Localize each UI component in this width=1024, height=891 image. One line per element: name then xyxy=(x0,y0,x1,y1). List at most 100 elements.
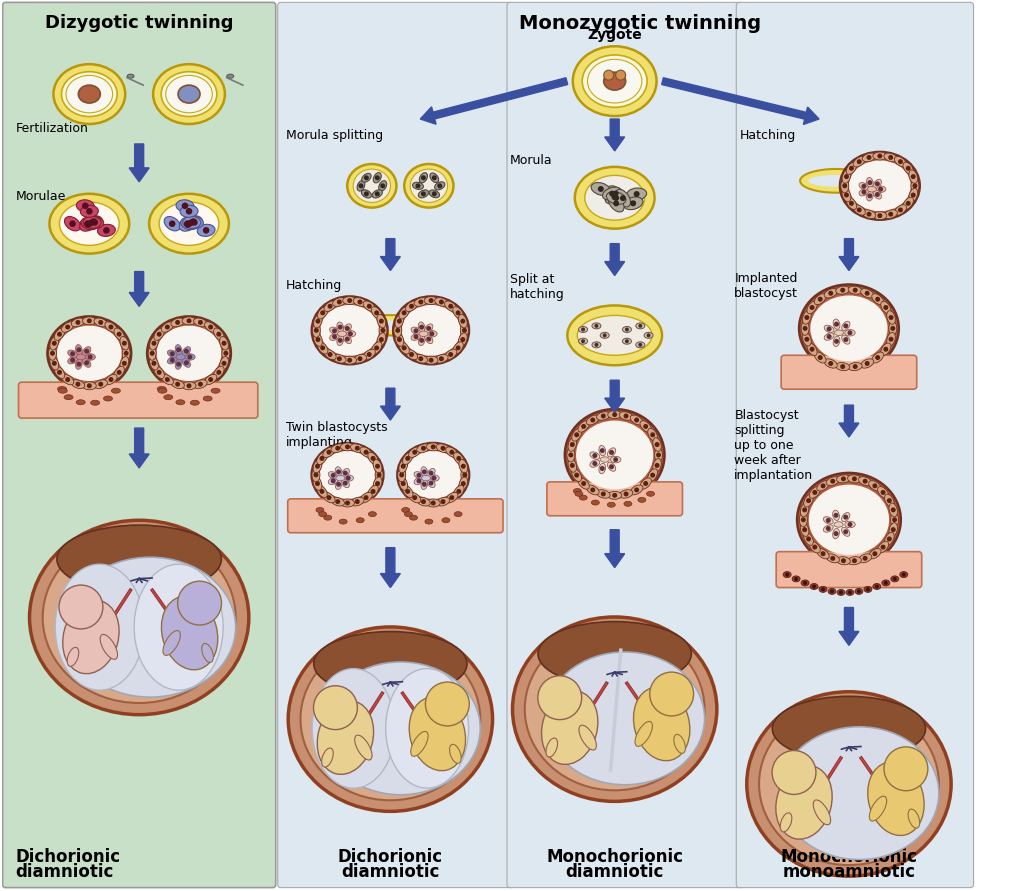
Circle shape xyxy=(898,159,903,164)
Circle shape xyxy=(170,357,175,363)
Ellipse shape xyxy=(335,467,342,477)
Circle shape xyxy=(315,337,321,342)
Circle shape xyxy=(321,310,326,315)
Circle shape xyxy=(87,220,93,227)
Ellipse shape xyxy=(454,486,464,497)
Ellipse shape xyxy=(430,173,438,183)
Ellipse shape xyxy=(414,355,428,364)
Circle shape xyxy=(600,448,605,454)
Ellipse shape xyxy=(855,588,863,594)
Ellipse shape xyxy=(759,703,939,865)
Ellipse shape xyxy=(65,395,73,400)
Ellipse shape xyxy=(104,322,117,332)
Ellipse shape xyxy=(866,177,873,188)
Ellipse shape xyxy=(147,316,230,390)
Ellipse shape xyxy=(311,443,383,507)
FancyArrow shape xyxy=(380,548,400,587)
Circle shape xyxy=(612,191,618,197)
Ellipse shape xyxy=(176,200,194,212)
Circle shape xyxy=(364,495,369,500)
Ellipse shape xyxy=(335,479,342,489)
Text: Hatching: Hatching xyxy=(286,279,342,292)
Ellipse shape xyxy=(871,294,884,305)
Ellipse shape xyxy=(602,187,622,200)
Ellipse shape xyxy=(567,306,663,365)
Circle shape xyxy=(812,490,817,495)
Ellipse shape xyxy=(444,349,457,360)
Circle shape xyxy=(538,675,582,720)
Ellipse shape xyxy=(377,315,386,328)
Ellipse shape xyxy=(372,342,382,354)
Ellipse shape xyxy=(835,330,844,336)
Circle shape xyxy=(186,318,191,323)
Ellipse shape xyxy=(341,478,349,487)
Circle shape xyxy=(461,319,465,323)
Circle shape xyxy=(419,324,424,330)
Ellipse shape xyxy=(331,444,344,453)
Ellipse shape xyxy=(568,459,577,472)
Ellipse shape xyxy=(881,301,891,314)
Ellipse shape xyxy=(845,330,855,336)
Ellipse shape xyxy=(859,188,869,196)
Ellipse shape xyxy=(322,748,333,767)
Circle shape xyxy=(400,481,406,486)
Ellipse shape xyxy=(179,218,197,231)
Ellipse shape xyxy=(154,64,225,124)
Ellipse shape xyxy=(588,60,642,103)
Circle shape xyxy=(601,413,606,419)
Circle shape xyxy=(87,383,92,388)
Ellipse shape xyxy=(858,477,871,486)
Ellipse shape xyxy=(361,190,372,198)
Circle shape xyxy=(812,584,816,588)
Circle shape xyxy=(336,482,341,486)
Circle shape xyxy=(419,299,423,305)
Ellipse shape xyxy=(599,463,605,474)
Circle shape xyxy=(879,187,883,192)
Ellipse shape xyxy=(409,493,421,503)
Circle shape xyxy=(208,324,213,330)
Ellipse shape xyxy=(836,286,850,294)
Circle shape xyxy=(820,483,825,488)
Circle shape xyxy=(439,299,443,305)
FancyBboxPatch shape xyxy=(547,482,682,516)
Circle shape xyxy=(82,202,89,209)
Ellipse shape xyxy=(347,164,396,208)
Circle shape xyxy=(337,356,342,361)
Ellipse shape xyxy=(50,337,58,350)
Circle shape xyxy=(176,347,181,352)
Circle shape xyxy=(152,361,157,366)
Circle shape xyxy=(912,184,918,188)
Circle shape xyxy=(184,220,190,227)
Circle shape xyxy=(654,463,659,468)
Ellipse shape xyxy=(889,322,897,335)
Ellipse shape xyxy=(862,153,876,162)
Circle shape xyxy=(416,184,421,188)
Circle shape xyxy=(625,339,629,343)
Ellipse shape xyxy=(884,209,897,218)
Ellipse shape xyxy=(842,512,850,522)
Ellipse shape xyxy=(652,459,662,472)
Ellipse shape xyxy=(343,297,356,305)
Circle shape xyxy=(634,487,639,493)
Circle shape xyxy=(604,70,613,80)
Ellipse shape xyxy=(311,297,387,364)
Circle shape xyxy=(335,499,340,504)
Ellipse shape xyxy=(824,359,838,368)
Circle shape xyxy=(357,356,362,361)
Text: Implanted
blastocyst: Implanted blastocyst xyxy=(734,272,798,299)
Ellipse shape xyxy=(338,331,346,337)
Ellipse shape xyxy=(538,622,691,686)
Ellipse shape xyxy=(154,328,165,340)
Ellipse shape xyxy=(406,349,418,360)
Ellipse shape xyxy=(579,326,588,332)
Circle shape xyxy=(328,352,333,357)
Circle shape xyxy=(612,413,617,417)
Ellipse shape xyxy=(336,476,345,481)
Ellipse shape xyxy=(799,284,899,372)
Ellipse shape xyxy=(374,173,381,183)
Ellipse shape xyxy=(364,301,376,312)
Ellipse shape xyxy=(198,225,215,236)
Ellipse shape xyxy=(184,354,196,360)
Ellipse shape xyxy=(120,337,129,350)
Ellipse shape xyxy=(624,197,643,209)
